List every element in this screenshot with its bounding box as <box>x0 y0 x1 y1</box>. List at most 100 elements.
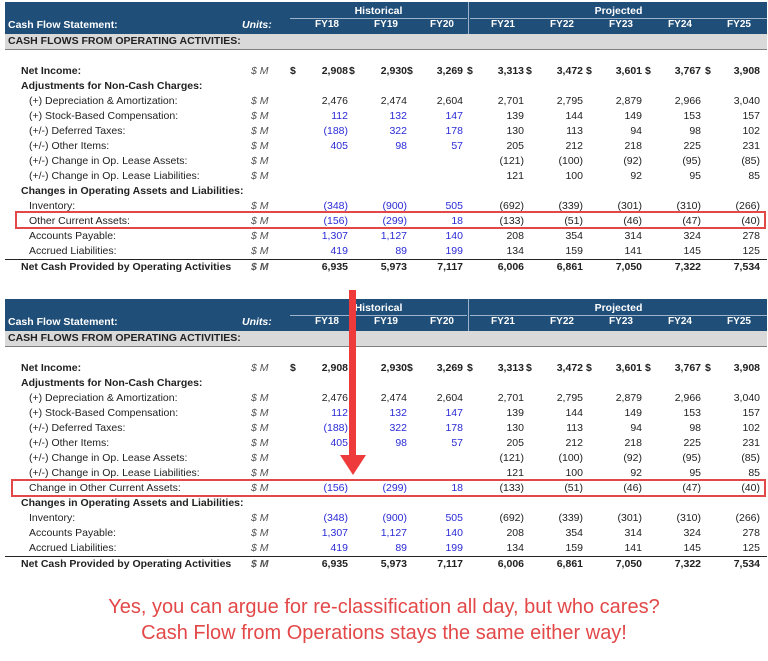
value-cell: 85 <box>748 467 760 479</box>
value-cell: (51) <box>564 215 583 227</box>
row-label: (+/-) Change in Op. Lease Assets: <box>29 155 188 167</box>
value-cell: 100 <box>565 170 583 182</box>
row-label: (+/-) Deferred Taxes: <box>29 125 126 137</box>
year-header: FY20 <box>430 19 454 30</box>
row-label: Inventory: <box>29 200 76 212</box>
value-cell: 231 <box>742 140 760 152</box>
value-cell: 94 <box>630 422 642 434</box>
row-label: (+) Depreciation & Amortization: <box>29 95 178 107</box>
value-cell: 405 <box>330 437 348 449</box>
year-header: FY23 <box>609 19 633 30</box>
total-row: Net Cash Provided by Operating Activitie… <box>5 259 767 275</box>
table-row: (+) Stock-Based Compensation: $ M 112 132 14… <box>5 406 767 421</box>
value-cell: (299) <box>382 215 407 227</box>
value-cell: 92 <box>630 467 642 479</box>
value-cell: 102 <box>742 422 760 434</box>
table-row: (+/-) Change in Op. Lease Assets: $ M (121… <box>5 451 767 466</box>
value-cell: 3,269 <box>436 362 463 374</box>
value-cell: 3,040 <box>733 392 760 404</box>
arrow-shaft <box>349 290 356 455</box>
row-unit: $ M <box>251 65 269 77</box>
value-cell: 157 <box>742 407 760 419</box>
group-projected: Projected <box>470 301 767 316</box>
row-unit: $ M <box>251 422 269 434</box>
row-unit: $ M <box>251 437 269 449</box>
year-header: FY21 <box>491 316 515 327</box>
row-unit: $ M <box>251 542 269 554</box>
value-cell: (348) <box>323 512 348 524</box>
currency-symbol: $ <box>467 362 473 374</box>
value-cell: (133) <box>499 215 524 227</box>
value-cell: 3,472 <box>556 65 583 77</box>
value-cell: 125 <box>742 245 760 257</box>
value-cell: 505 <box>445 512 463 524</box>
value-cell: 2,966 <box>674 95 701 107</box>
value-cell: 2,474 <box>380 95 407 107</box>
value-cell: 7,322 <box>674 558 701 570</box>
value-cell: 205 <box>506 140 524 152</box>
value-cell: 3,472 <box>556 362 583 374</box>
value-cell: 7,117 <box>437 261 463 273</box>
row-unit: $ M <box>251 230 269 242</box>
row-unit: $ M <box>251 155 269 167</box>
value-cell: (301) <box>617 512 642 524</box>
value-cell: 199 <box>445 542 463 554</box>
row-label: (+) Stock-Based Compensation: <box>29 110 179 122</box>
value-cell: (299) <box>382 482 407 494</box>
value-cell: 98 <box>395 140 407 152</box>
row-label: Other Current Assets: <box>29 215 130 227</box>
value-cell: 112 <box>331 407 348 419</box>
value-cell: 102 <box>742 125 760 137</box>
value-cell: (121) <box>499 452 524 464</box>
value-cell: 1,307 <box>321 230 348 242</box>
table-row: Other Current Assets: $ M (156) (299) 18 (133… <box>5 214 767 229</box>
value-cell: 3,601 <box>615 65 642 77</box>
value-cell: 130 <box>506 422 524 434</box>
row-unit: $ M <box>251 512 269 524</box>
table-title: Cash Flow Statement: <box>8 316 118 328</box>
currency-symbol: $ <box>407 362 413 374</box>
table-row: (+) Stock-Based Compensation: $ M 112 132 14… <box>5 109 767 124</box>
value-cell: (100) <box>558 452 583 464</box>
value-cell: 419 <box>330 245 348 257</box>
value-cell: 278 <box>742 527 760 539</box>
units-header: Units: <box>242 316 272 328</box>
value-cell: 3,767 <box>674 362 701 374</box>
value-cell: 140 <box>445 527 463 539</box>
value-cell: (85) <box>741 155 760 167</box>
value-cell: 178 <box>445 422 463 434</box>
value-cell: (46) <box>623 215 642 227</box>
value-cell: 2,930 <box>380 362 407 374</box>
group-historical: Historical <box>290 4 467 19</box>
value-cell: 153 <box>683 407 701 419</box>
value-cell: 6,006 <box>497 261 524 273</box>
value-cell: 113 <box>566 125 583 137</box>
year-header: FY24 <box>668 19 692 30</box>
value-cell: 324 <box>683 527 701 539</box>
highlight-box-change-other-current-assets <box>11 479 766 497</box>
row-label: Accounts Payable: <box>29 230 116 242</box>
value-cell: 113 <box>566 422 583 434</box>
value-cell: 112 <box>331 110 348 122</box>
value-cell: (339) <box>558 512 583 524</box>
year-header: FY23 <box>609 316 633 327</box>
table-row: Inventory: $ M (348) (900) 505 (692) (339) (301… <box>5 511 767 526</box>
table-title: Cash Flow Statement: <box>8 19 118 31</box>
table-row: Net Income: $ M 2,908 $2,930 3,269 $3,313 $3,4… <box>5 361 767 376</box>
year-header: FY22 <box>550 316 574 327</box>
row-unit: $ M <box>251 467 269 479</box>
row-unit: $ M <box>251 200 269 212</box>
value-cell: 57 <box>451 437 463 449</box>
value-cell: 159 <box>565 542 583 554</box>
value-cell: 95 <box>689 170 701 182</box>
value-cell: 225 <box>683 437 701 449</box>
table-row: (+/-) Change in Op. Lease Liabilities: $ … <box>5 169 767 184</box>
value-cell: 153 <box>683 110 701 122</box>
row-label: Net Income: <box>21 362 82 374</box>
value-cell: 225 <box>683 140 701 152</box>
value-cell: 2,476 <box>321 392 348 404</box>
value-cell: 18 <box>451 215 463 227</box>
value-cell: 147 <box>445 110 463 122</box>
value-cell: 405 <box>330 140 348 152</box>
year-header: FY25 <box>727 316 751 327</box>
